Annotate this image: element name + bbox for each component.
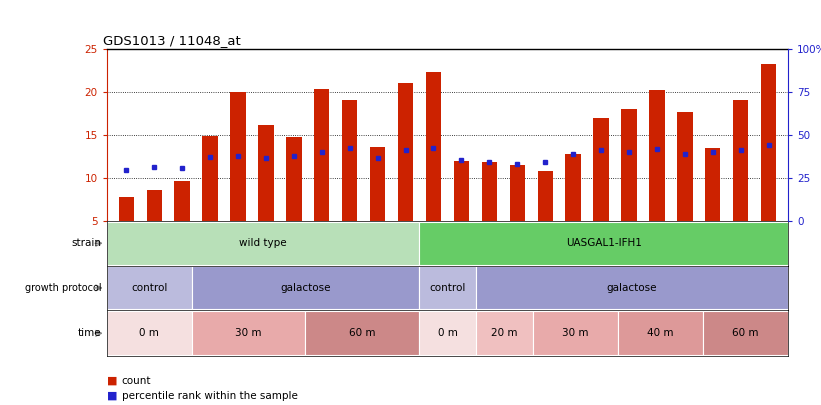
Bar (482, 162, 497, 221)
Bar (705, 148, 721, 221)
Bar (533, 311, 617, 356)
Text: ■: ■ (107, 376, 117, 386)
Text: 30 m: 30 m (236, 328, 262, 338)
Text: growth protocol: growth protocol (25, 283, 102, 293)
Bar (192, 311, 305, 356)
Bar (476, 266, 788, 309)
Bar (566, 154, 580, 221)
Bar (118, 197, 134, 221)
Text: percentile rank within the sample: percentile rank within the sample (122, 391, 297, 401)
Bar (370, 147, 385, 221)
Bar (305, 311, 419, 356)
Bar (287, 137, 301, 221)
Bar (621, 109, 636, 221)
Text: ■: ■ (107, 391, 117, 401)
Bar (419, 311, 476, 356)
Bar (231, 92, 245, 221)
Text: 0 m: 0 m (438, 328, 457, 338)
Text: 40 m: 40 m (647, 328, 674, 338)
Text: 30 m: 30 m (562, 328, 589, 338)
Bar (174, 181, 190, 221)
Text: control: control (131, 283, 167, 293)
Bar (259, 125, 273, 221)
Bar (649, 90, 664, 221)
Bar (703, 311, 788, 356)
Bar (107, 222, 419, 265)
Bar (761, 64, 777, 221)
Text: 60 m: 60 m (349, 328, 375, 338)
Text: galactose: galactose (607, 283, 658, 293)
Bar (419, 222, 788, 265)
Text: GDS1013 / 11048_at: GDS1013 / 11048_at (103, 34, 241, 47)
Bar (146, 190, 162, 221)
Bar (454, 161, 469, 221)
Text: control: control (429, 283, 466, 293)
Text: wild type: wild type (239, 238, 287, 248)
Text: strain: strain (71, 238, 102, 248)
Text: 20 m: 20 m (491, 328, 517, 338)
Bar (192, 266, 419, 309)
Bar (342, 100, 357, 221)
Bar (538, 171, 553, 221)
Bar (107, 266, 192, 309)
Bar (476, 311, 533, 356)
Text: UASGAL1-IFH1: UASGAL1-IFH1 (566, 238, 641, 248)
Bar (398, 83, 413, 221)
Bar (203, 136, 218, 221)
Bar (419, 266, 476, 309)
Text: galactose: galactose (280, 283, 331, 293)
Bar (617, 311, 703, 356)
Text: count: count (122, 376, 151, 386)
Text: time: time (78, 328, 102, 338)
Bar (733, 100, 749, 221)
Bar (594, 117, 608, 221)
Text: 60 m: 60 m (732, 328, 759, 338)
Bar (677, 112, 692, 221)
Bar (314, 89, 329, 221)
Bar (426, 72, 441, 221)
Bar (107, 311, 192, 356)
Text: 0 m: 0 m (140, 328, 159, 338)
Bar (510, 165, 525, 221)
